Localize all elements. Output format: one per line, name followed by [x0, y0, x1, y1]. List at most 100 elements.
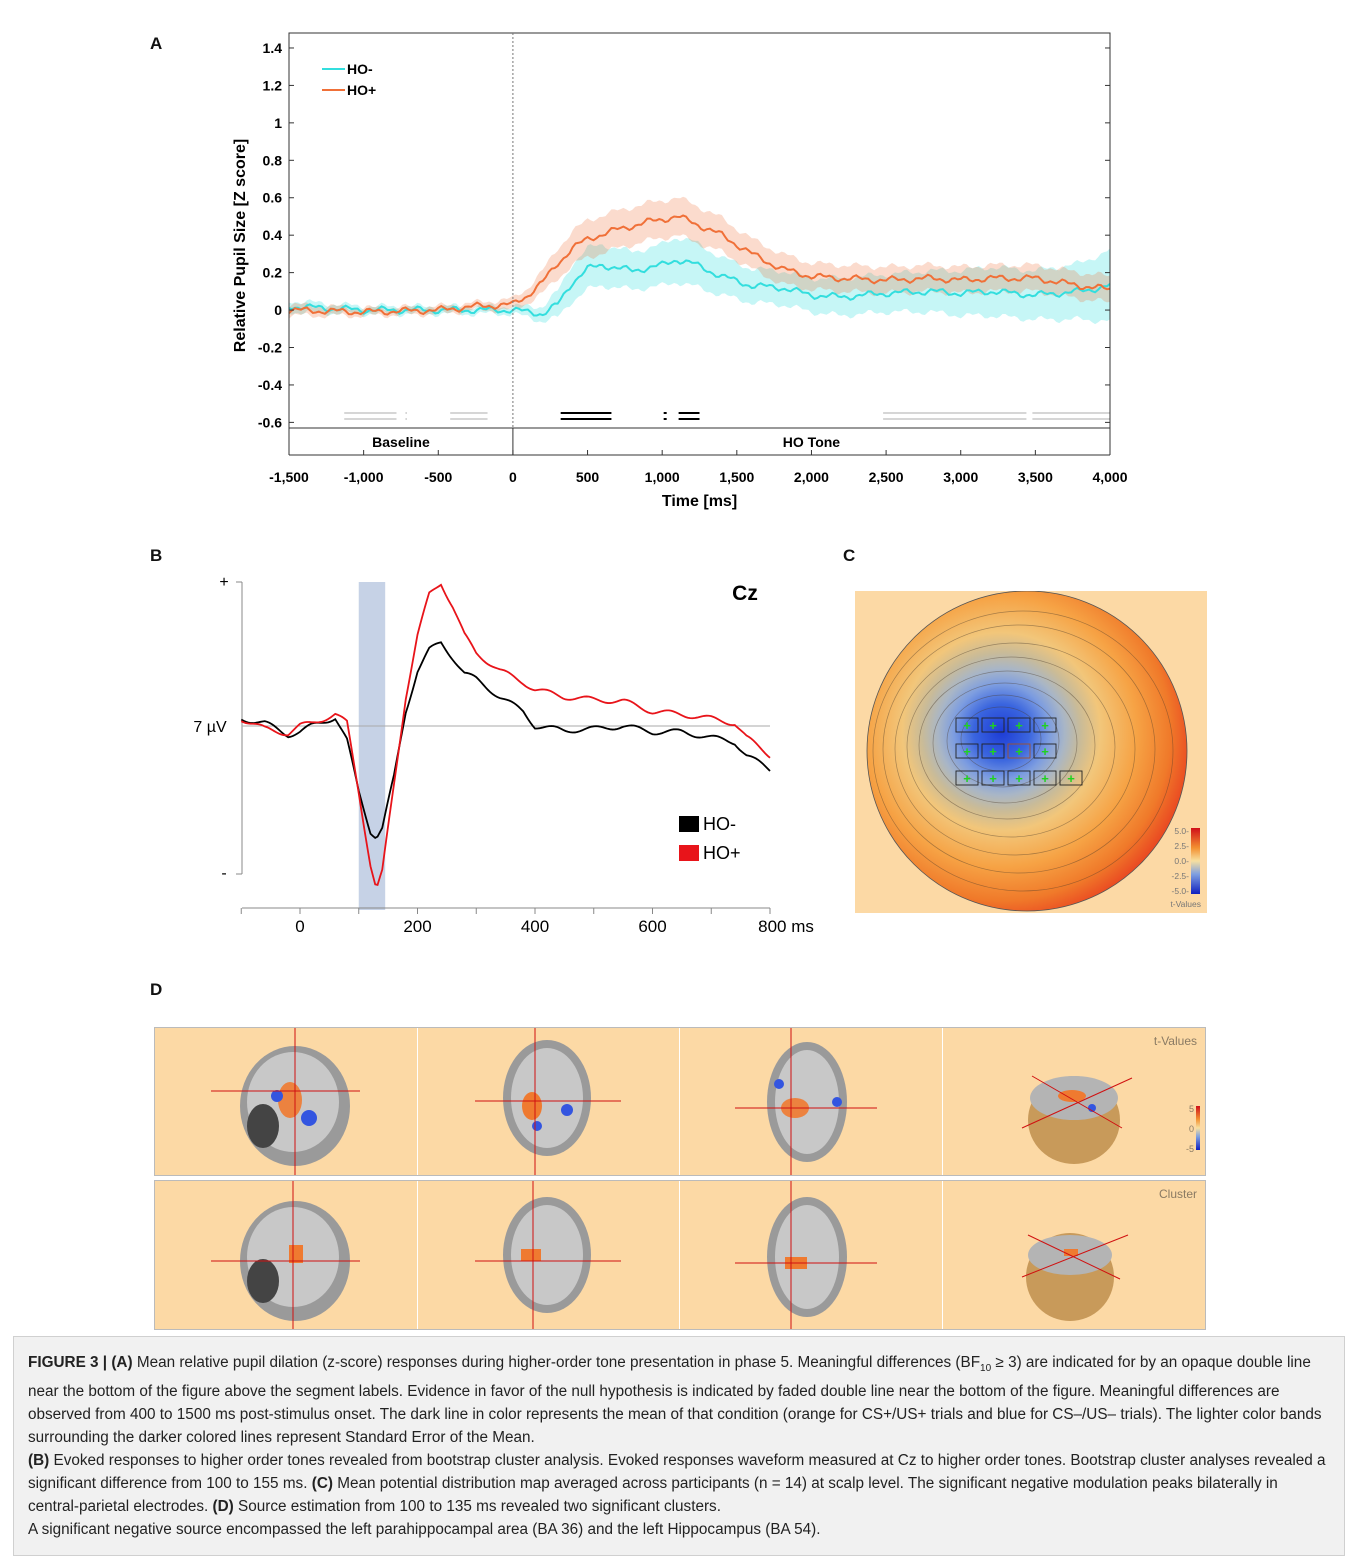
x-tick-label: 3,000 — [943, 469, 978, 485]
caption-c-text: Mean potential distribution map averaged… — [28, 1475, 1278, 1516]
y-tick-label-zero: 7 µV — [193, 719, 227, 736]
electrode-marker-icon: + — [1067, 771, 1075, 786]
caption-a-sub: 10 — [980, 1363, 992, 1375]
legend-label-HO-: HO- — [703, 814, 736, 834]
x-tick-label: -1,500 — [269, 469, 309, 485]
sem-band-HO- — [289, 238, 1110, 325]
contour-lines — [872, 610, 1174, 892]
cbar-tick: -5.0- — [1172, 886, 1190, 896]
x-tick-label: 1,500 — [719, 469, 754, 485]
mean-line-HO- — [288, 259, 1111, 317]
colorbar — [1191, 828, 1200, 894]
electrode: + — [1033, 717, 1057, 733]
colorbar-label: t-Values — [1170, 899, 1201, 909]
x-tick-label: 2,000 — [794, 469, 829, 485]
electrode: + — [1033, 770, 1057, 786]
electrode-marker-icon: + — [963, 718, 971, 733]
legend-swatch-HO+ — [679, 845, 699, 861]
axial-view-cluster — [679, 1181, 943, 1329]
series-lines — [288, 214, 1111, 317]
electrode: + — [1059, 770, 1083, 786]
cbar-tick: 0.0- — [1174, 856, 1189, 866]
sem-bands — [289, 196, 1110, 325]
caption-c-tag: (C) — [311, 1475, 333, 1493]
x-tick-label: -1,000 — [344, 469, 384, 485]
caption-d-tag: (D) — [212, 1498, 234, 1516]
caption-a-tag: (A) — [111, 1354, 133, 1371]
electrode-marker-icon: + — [963, 744, 971, 759]
electrode: + — [981, 717, 1005, 733]
x-tick-label: 3,500 — [1018, 469, 1053, 485]
electrode-box — [1007, 717, 1031, 733]
electrode: + — [955, 743, 979, 759]
cbar-tick: -2.5- — [1172, 871, 1190, 881]
figure-caption: FIGURE 3 | (A) Mean relative pupil dilat… — [13, 1336, 1345, 1556]
erp-waveform-chart: 0 200 400 600 800 ms +7 µV - Cz HO- HO+ — [193, 574, 813, 936]
y-axis-label: Relative Pupil Size [Z score] — [232, 139, 249, 352]
y-tick-label-plus: + — [219, 574, 228, 591]
scalp-topography-map: + + + + + + + + + + + + + 5.0- 2.5- 0.0- -2.5- -5.0-… — [855, 591, 1207, 913]
axis-text: 1.4 1.2 1 0.8 0.6 0.4 0.2 0 -0.2 -0.4 -0.6 -1,500 -1… — [232, 40, 1128, 510]
caption-a-text2: ≥ 3) are indicated for by an opaque doub… — [28, 1354, 1322, 1447]
source-maps-row-2: Cluster — [154, 1180, 1206, 1330]
electrode-box — [1007, 743, 1031, 759]
axis-text: 0 200 400 600 800 ms +7 µV - Cz HO- HO+ — [193, 574, 813, 936]
caption-a-text: Mean relative pupil dilation (z-score) r… — [132, 1354, 981, 1371]
legend-label-HO-: HO- — [347, 61, 373, 77]
caption-lead: FIGURE 3 | — [28, 1354, 112, 1371]
electrode-box — [981, 770, 1005, 786]
electrode: + — [955, 770, 979, 786]
electrode-box — [1007, 770, 1031, 786]
x-tick-label: 0 — [509, 469, 517, 485]
electrode: + — [955, 717, 979, 733]
waveform-HO+ — [240, 583, 771, 886]
electrode: + — [981, 770, 1005, 786]
x-tick-label: 0 — [295, 917, 304, 936]
coronal-view-tvalues — [417, 1028, 680, 1175]
panel-c-letter: C — [843, 546, 856, 565]
cbar-tick: 0 — [1189, 1124, 1194, 1134]
electrode-grid: + + + + + + + + + + + + + — [955, 717, 1083, 786]
y-tick-label: 0.6 — [263, 190, 283, 206]
tvalues-label: t-Values — [1153, 1034, 1197, 1048]
pupil-size-chart: 1.4 1.2 1 0.8 0.6 0.4 0.2 0 -0.2 -0.4 -0.6 -1,500 -1… — [232, 32, 1128, 510]
caption-d-text: Source estimation from 100 to 135 ms rev… — [233, 1498, 721, 1516]
electrode-marker-icon: + — [1015, 718, 1023, 733]
electrode-box — [1059, 770, 1083, 786]
electrode-box — [981, 743, 1005, 759]
electrode-box — [1033, 717, 1057, 733]
chart-title-cz: Cz — [732, 582, 758, 605]
electrode-box — [955, 770, 979, 786]
electrode-marker-icon: + — [1041, 718, 1049, 733]
caption-b-tag: (B) — [28, 1452, 50, 1470]
panel-a-letter: A — [150, 34, 163, 53]
cbar-tick: -5 — [1186, 1144, 1194, 1154]
electrode: + — [1033, 743, 1057, 759]
axes — [288, 32, 1111, 456]
y-tick-label: 0 — [274, 302, 282, 318]
mean-line-HO+ — [288, 214, 1111, 316]
sagittal-view-cluster — [155, 1181, 418, 1329]
panel-b-letter: B — [150, 546, 163, 565]
electrode-marker-icon: + — [963, 771, 971, 786]
electrode-box — [1033, 743, 1057, 759]
source-maps-row-1: 5 0 -5 t-Values — [154, 1027, 1206, 1176]
y-tick-label: 1.4 — [263, 40, 283, 56]
x-tick-label: -500 — [424, 469, 452, 485]
coronal-view-cluster — [417, 1181, 680, 1329]
y-tick-label: 1.2 — [263, 77, 283, 93]
series-lines — [240, 583, 771, 886]
y-tick-label: 0.8 — [263, 152, 283, 168]
electrode-marker-icon: + — [989, 771, 997, 786]
x-tick-label: 2,500 — [869, 469, 904, 485]
electrode-marker-icon: + — [1041, 771, 1049, 786]
cbar-tick: 5.0- — [1174, 826, 1189, 836]
x-tick-label: 1,000 — [645, 469, 680, 485]
electrode-marker-icon: + — [1015, 744, 1023, 759]
legend-swatch-HO- — [679, 816, 699, 832]
y-tick-label: 0.2 — [263, 265, 283, 281]
electrode-box — [955, 743, 979, 759]
electrode-box — [955, 717, 979, 733]
3d-head-view-cluster: Cluster — [942, 1181, 1205, 1329]
x-tick-label: 800 ms — [758, 917, 814, 936]
